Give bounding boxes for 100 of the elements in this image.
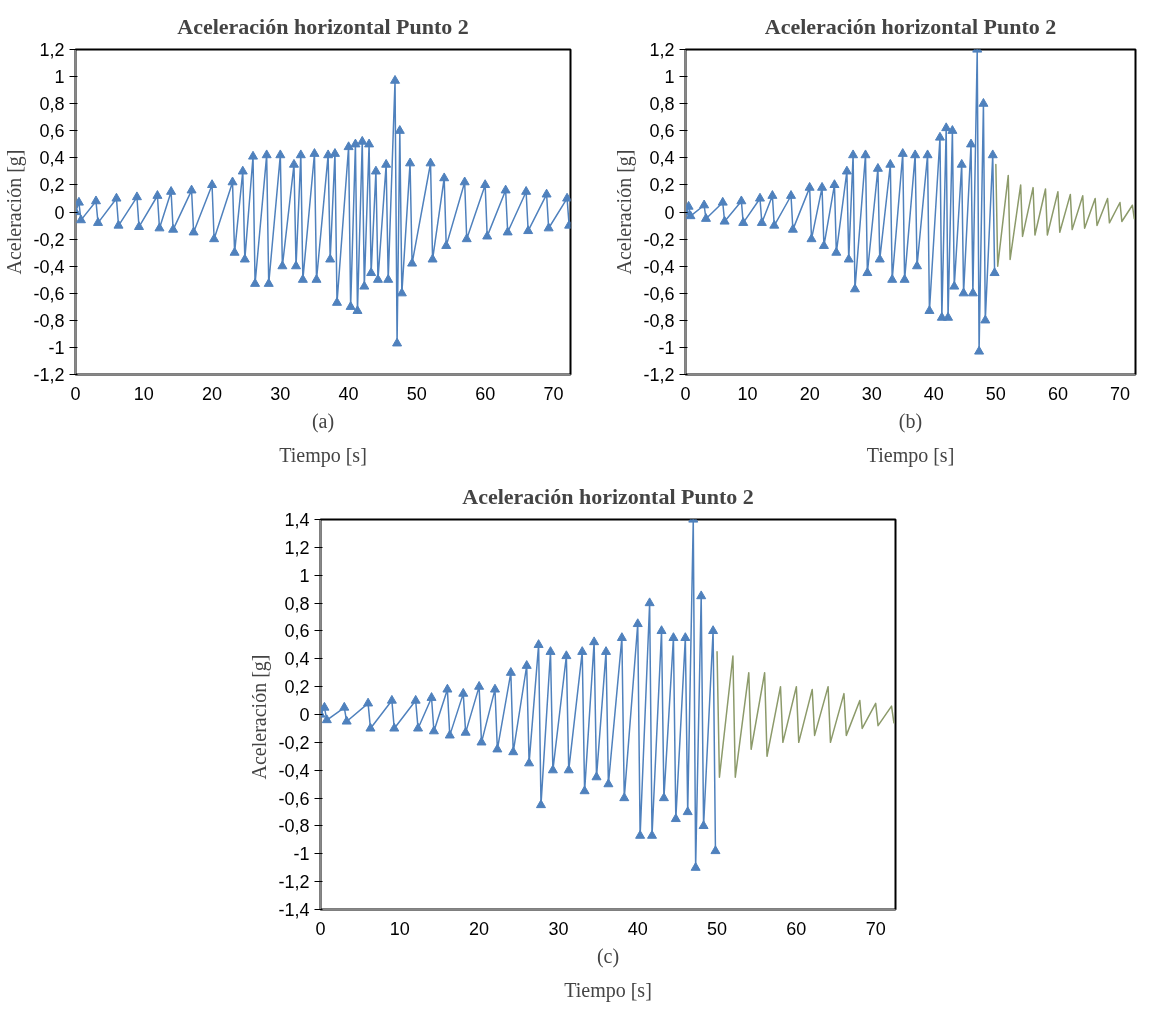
y-tick-label: -0,2 (33, 229, 65, 250)
x-tick-label: 60 (1047, 383, 1068, 404)
x-tick-label: 0 (680, 383, 691, 404)
point (860, 149, 871, 159)
y-tick-label: -1 (48, 337, 65, 358)
point (967, 287, 978, 297)
line-series (716, 651, 895, 778)
y-tick-label: 0,8 (649, 94, 675, 115)
x-axis-title: Tiempo [s] (866, 443, 955, 467)
y-tick-label: 0,6 (39, 121, 65, 142)
point (668, 632, 679, 641)
point (710, 845, 721, 855)
x-tick-label: 10 (389, 918, 410, 939)
y-tick-label: 1,2 (39, 40, 65, 60)
point (849, 283, 860, 293)
y-tick-label: 1 (299, 565, 310, 586)
point (474, 680, 485, 690)
point (603, 778, 614, 788)
x-tick-label: 20 (202, 383, 223, 404)
y-tick-label: 0,8 (39, 94, 65, 115)
x-tick-label: 50 (707, 918, 728, 939)
y-tick-label: 0 (299, 705, 310, 725)
point (563, 764, 574, 774)
point (804, 181, 815, 191)
point (579, 785, 590, 795)
point (545, 646, 556, 655)
point (690, 862, 701, 871)
y-tick-label: -0,4 (643, 256, 675, 277)
text: (c) (596, 944, 620, 968)
point (949, 280, 960, 290)
point (656, 625, 667, 635)
y-tick-label: -0,6 (643, 283, 675, 304)
point (767, 190, 778, 199)
point (829, 179, 840, 189)
point (363, 697, 374, 707)
point (505, 667, 516, 676)
y-tick-label: 0,6 (284, 621, 310, 642)
x-tick-label: 40 (338, 383, 359, 404)
point (956, 158, 967, 168)
y-tick-label: -0,6 (278, 788, 310, 809)
y-tick-label: -0,8 (33, 310, 65, 331)
x-tick-label: 70 (543, 383, 564, 404)
point (386, 694, 397, 704)
point (444, 729, 455, 739)
chart-title: Aceleración horizontal Punto 2 (462, 483, 754, 509)
y-tick-label: -0,2 (643, 229, 675, 250)
x-axis-title: Tiempo [s] (279, 443, 367, 467)
y-tick-label: -1,2 (278, 872, 310, 893)
y-tick-label: -0,6 (33, 283, 65, 304)
point (489, 683, 500, 693)
y-tick-label: -1 (658, 337, 675, 358)
y-tick-label: 0,2 (649, 175, 675, 196)
point (442, 683, 453, 693)
point (700, 213, 711, 222)
point (685, 210, 696, 220)
point (524, 757, 535, 767)
point (635, 829, 646, 839)
point (934, 131, 945, 141)
y-tick-label: 0,2 (284, 677, 310, 698)
point (561, 650, 572, 660)
point (339, 701, 350, 711)
y-tick-label: 0 (664, 202, 675, 223)
point (508, 746, 519, 756)
x-tick-label: 20 (469, 918, 490, 939)
point (947, 125, 958, 134)
point (321, 714, 332, 724)
x-tick-label: 10 (133, 383, 154, 404)
x-tick-label: 20 (799, 383, 820, 404)
y-tick-label: -1,4 (278, 900, 310, 920)
point (885, 158, 896, 168)
x-tick-label: 70 (865, 918, 886, 939)
y-axis-title: Aceleración [g] (613, 149, 637, 275)
y-tick-label: 0,4 (649, 148, 675, 169)
point (736, 195, 747, 205)
y-tick-label: 1 (664, 67, 675, 88)
point (410, 694, 421, 704)
y-tick-label: -0,8 (643, 310, 675, 331)
x-tick-label: 70 (1109, 383, 1130, 404)
point (680, 632, 691, 641)
point (533, 639, 544, 648)
y-tick-label: 1,4 (284, 510, 310, 530)
y-tick-label: 1 (54, 67, 65, 88)
point (848, 149, 859, 159)
point (389, 722, 400, 732)
point (320, 701, 330, 711)
point (806, 233, 817, 243)
y-tick-label: -1,2 (643, 365, 675, 385)
point (989, 267, 1000, 277)
point (922, 149, 933, 159)
point (787, 223, 798, 233)
point (943, 311, 954, 321)
point (754, 192, 765, 202)
point (887, 274, 898, 283)
y-tick-label: 1,2 (649, 40, 675, 60)
point (492, 743, 503, 753)
point (696, 590, 707, 600)
point (924, 305, 935, 314)
y-tick-label: 0,8 (284, 593, 310, 614)
y-tick-label: 0,4 (284, 649, 310, 670)
point (719, 215, 730, 225)
